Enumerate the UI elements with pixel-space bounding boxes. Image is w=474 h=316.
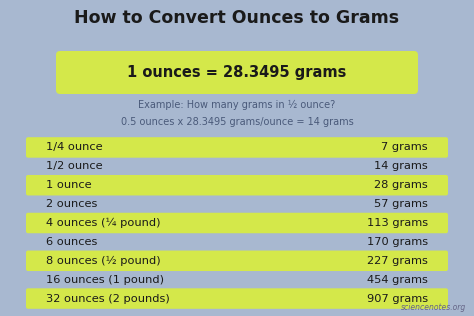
Text: 454 grams: 454 grams bbox=[367, 275, 428, 285]
Text: 16 ounces (1 pound): 16 ounces (1 pound) bbox=[46, 275, 164, 285]
Text: 6 ounces: 6 ounces bbox=[46, 237, 97, 247]
FancyBboxPatch shape bbox=[26, 137, 448, 158]
Text: 227 grams: 227 grams bbox=[367, 256, 428, 266]
Text: 113 grams: 113 grams bbox=[367, 218, 428, 228]
Text: 1 ounce: 1 ounce bbox=[46, 180, 91, 190]
Text: 57 grams: 57 grams bbox=[374, 199, 428, 209]
Text: 7 grams: 7 grams bbox=[382, 143, 428, 152]
Text: 1/2 ounce: 1/2 ounce bbox=[46, 161, 103, 171]
Text: 2 ounces: 2 ounces bbox=[46, 199, 97, 209]
Text: 170 grams: 170 grams bbox=[367, 237, 428, 247]
Text: 8 ounces (½ pound): 8 ounces (½ pound) bbox=[46, 256, 161, 266]
Text: 1 ounces = 28.3495 grams: 1 ounces = 28.3495 grams bbox=[128, 65, 346, 80]
FancyBboxPatch shape bbox=[26, 213, 448, 233]
FancyBboxPatch shape bbox=[26, 175, 448, 196]
Text: Example: How many grams in ½ ounce?: Example: How many grams in ½ ounce? bbox=[138, 100, 336, 110]
Text: 1/4 ounce: 1/4 ounce bbox=[46, 143, 103, 152]
FancyBboxPatch shape bbox=[56, 51, 418, 94]
Text: 4 ounces (¼ pound): 4 ounces (¼ pound) bbox=[46, 218, 161, 228]
FancyBboxPatch shape bbox=[26, 251, 448, 271]
Text: How to Convert Ounces to Grams: How to Convert Ounces to Grams bbox=[74, 9, 400, 27]
Text: sciencenotes.org: sciencenotes.org bbox=[401, 303, 466, 312]
Text: 0.5 ounces x 28.3495 grams/ounce = 14 grams: 0.5 ounces x 28.3495 grams/ounce = 14 gr… bbox=[120, 117, 354, 127]
Text: 32 ounces (2 pounds): 32 ounces (2 pounds) bbox=[46, 294, 170, 304]
FancyBboxPatch shape bbox=[26, 288, 448, 309]
Text: 14 grams: 14 grams bbox=[374, 161, 428, 171]
Text: 907 grams: 907 grams bbox=[367, 294, 428, 304]
Text: 28 grams: 28 grams bbox=[374, 180, 428, 190]
